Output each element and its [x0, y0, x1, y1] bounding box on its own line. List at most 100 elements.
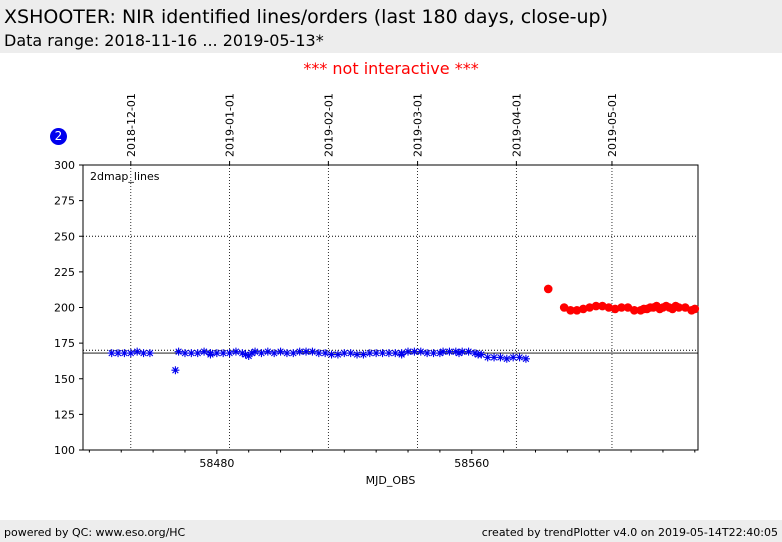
- y-tick-label: 275: [54, 195, 75, 208]
- x-tick-label: 58480: [199, 457, 234, 470]
- data-point: [219, 349, 228, 358]
- data-point: [435, 349, 444, 358]
- data-point: [139, 349, 148, 358]
- data-point: [145, 349, 154, 358]
- data-point: [346, 349, 355, 358]
- y-tick-label: 175: [54, 337, 75, 350]
- data-point: [247, 349, 256, 358]
- data-point: [455, 349, 464, 358]
- data-point: [120, 349, 129, 358]
- not-interactive-notice: *** not interactive ***: [303, 59, 479, 78]
- data-point: [674, 303, 684, 312]
- data-point: [276, 347, 285, 356]
- plot-number-badge: 2: [50, 128, 67, 145]
- data-point: [126, 349, 135, 358]
- data-point: [690, 304, 700, 314]
- data-point: [378, 349, 387, 358]
- data-point: [238, 349, 247, 358]
- data-point: [308, 347, 317, 356]
- panel-label: 2dmap_lines: [90, 170, 160, 183]
- data-point: [429, 349, 438, 358]
- date-tick-label: 2019-04-01: [510, 93, 523, 157]
- data-point: [451, 347, 460, 356]
- x-tick-label: 58560: [454, 457, 489, 470]
- data-point: [397, 350, 406, 359]
- data-point: [114, 349, 123, 358]
- data-point: [445, 347, 454, 356]
- data-point: [404, 347, 413, 356]
- data-point: [295, 347, 304, 356]
- footer-powered-by: powered by QC: www.eso.org/HC: [4, 526, 186, 539]
- y-tick-label: 100: [54, 444, 75, 457]
- data-point: [314, 349, 323, 358]
- data-point: [490, 353, 499, 362]
- footer-bar: powered by QC: www.eso.org/HC created by…: [0, 520, 782, 542]
- data-point: [617, 303, 626, 312]
- date-tick-label: 2019-03-01: [412, 93, 425, 157]
- data-point: [458, 347, 467, 356]
- x-axis-label: MJD_OBS: [366, 474, 416, 487]
- date-tick-label: 2019-01-01: [224, 93, 237, 157]
- data-point: [241, 350, 250, 359]
- data-point: [439, 347, 448, 356]
- data-point: [180, 349, 189, 358]
- data-point: [244, 351, 253, 360]
- data-point: [333, 350, 342, 359]
- data-point: [340, 349, 349, 358]
- data-point: [327, 350, 336, 359]
- data-point: [384, 349, 393, 358]
- data-point: [416, 347, 425, 356]
- data-point: [591, 301, 601, 311]
- data-point: [251, 347, 260, 356]
- data-point: [225, 349, 234, 358]
- data-point: [133, 347, 142, 356]
- data-point: [543, 284, 553, 294]
- footer-created-by: created by trendPlotter v4.0 on 2019-05-…: [481, 526, 778, 539]
- data-point: [502, 354, 511, 363]
- header-bar: XSHOOTER: NIR identified lines/orders (l…: [0, 0, 782, 53]
- data-point: [200, 347, 209, 356]
- y-tick-label: 250: [54, 230, 75, 243]
- data-point: [365, 349, 374, 358]
- data-point: [496, 353, 505, 362]
- data-point: [107, 349, 116, 358]
- data-point: [566, 306, 575, 315]
- data-point: [171, 366, 180, 375]
- data-point: [372, 349, 381, 358]
- y-tick-label: 300: [54, 159, 75, 172]
- data-point: [410, 347, 419, 356]
- data-point: [302, 347, 311, 356]
- page-title: XSHOOTER: NIR identified lines/orders (l…: [4, 6, 609, 28]
- data-point: [470, 349, 479, 358]
- data-point: [629, 306, 639, 315]
- data-point: [391, 349, 400, 358]
- data-point: [474, 350, 483, 359]
- data-point: [464, 347, 473, 356]
- data-point: [289, 349, 298, 358]
- data-point: [423, 349, 432, 358]
- data-point: [193, 349, 202, 358]
- data-point: [359, 350, 368, 359]
- date-tick-label: 2018-12-01: [125, 93, 138, 157]
- data-point: [270, 349, 279, 358]
- data-point: [174, 347, 183, 356]
- data-range-subtitle: Data range: 2018-11-16 ... 2019-05-13*: [4, 31, 324, 50]
- y-tick-label: 200: [54, 302, 75, 315]
- data-point: [515, 353, 524, 362]
- date-tick-label: 2019-02-01: [322, 93, 335, 157]
- data-point: [187, 349, 196, 358]
- data-point: [321, 349, 330, 358]
- data-point: [483, 353, 492, 362]
- y-tick-label: 150: [54, 373, 75, 386]
- data-point: [509, 353, 518, 362]
- data-point: [353, 350, 362, 359]
- data-point: [231, 347, 240, 356]
- y-tick-label: 225: [54, 266, 75, 279]
- data-point: [263, 347, 272, 356]
- y-tick-label: 125: [54, 408, 75, 421]
- data-point: [282, 349, 291, 358]
- data-point: [521, 354, 530, 363]
- date-tick-label: 2019-05-01: [606, 93, 619, 157]
- data-point: [257, 349, 266, 358]
